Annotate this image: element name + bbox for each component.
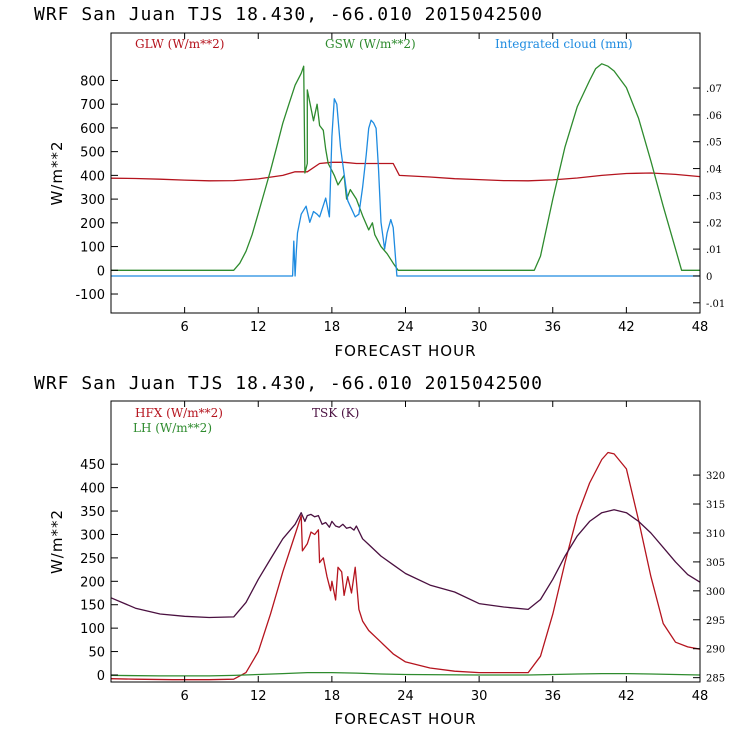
x-tick-label: 18 [324, 320, 341, 335]
y-tick-label: -100 [75, 288, 105, 303]
x-tick-label: 6 [180, 320, 188, 335]
y-tick-label: 250 [80, 552, 105, 567]
y2-tick-label: .02 [706, 218, 722, 229]
y-tick-label: 500 [80, 146, 105, 161]
panel-bottom: WRF San Juan TJS 18.430, -66.010 2015042… [34, 373, 725, 728]
legend-entry: LH (W/m**2) [133, 421, 212, 435]
plot-frame [110, 400, 701, 683]
y2-tick-label: 305 [706, 558, 725, 569]
legend-entry: Integrated cloud (mm) [495, 37, 633, 51]
y-tick-label: 100 [80, 622, 105, 637]
x-tick-label: 48 [692, 320, 709, 335]
y2-tick-label: .03 [706, 191, 722, 202]
x-tick-label: 36 [544, 320, 561, 335]
y-tick-label: 350 [80, 505, 105, 520]
chart-title: WRF San Juan TJS 18.430, -66.010 2015042… [34, 373, 543, 394]
x-tick-label: 12 [250, 320, 267, 335]
legend-entry: GSW (W/m**2) [325, 37, 416, 51]
y-tick-label: 150 [80, 599, 105, 614]
x-tick-label: 30 [471, 689, 488, 704]
y2-tick-label: .01 [706, 245, 722, 256]
y2-tick-label: 315 [706, 500, 725, 511]
y2-tick-label: .07 [706, 84, 722, 95]
y-tick-label: 50 [88, 646, 105, 661]
x-tick-label: 24 [397, 320, 414, 335]
y-tick-label: 400 [80, 169, 105, 184]
y2-tick-label: 285 [706, 674, 725, 685]
y2-tick-label: -.01 [706, 299, 725, 310]
y-tick-label: 100 [80, 241, 105, 256]
y2-tick-label: 300 [706, 587, 725, 598]
x-tick-label: 48 [692, 689, 709, 704]
y2-tick-label: .06 [706, 111, 722, 122]
y2-tick-label: 320 [706, 471, 725, 482]
x-tick-label: 24 [397, 689, 414, 704]
y-tick-label: 0 [97, 669, 105, 684]
panel-top: WRF San Juan TJS 18.430, -66.010 2015042… [34, 4, 725, 360]
legend-entry: TSK (K) [312, 406, 359, 420]
x-axis-label: FORECAST HOUR [334, 710, 476, 728]
y2-tick-label: 0 [706, 272, 712, 283]
y-tick-label: 300 [80, 528, 105, 543]
series-line-tsk-k [110, 509, 701, 619]
x-tick-label: 36 [544, 689, 561, 704]
x-tick-label: 18 [324, 689, 341, 704]
x-tick-label: 42 [618, 689, 635, 704]
y-tick-label: 450 [80, 458, 105, 473]
x-axis-label: FORECAST HOUR [334, 342, 476, 360]
plot-frame [110, 32, 701, 314]
y-axis-label: W/m**2 [48, 140, 66, 205]
y-tick-label: 400 [80, 482, 105, 497]
x-tick-label: 30 [471, 320, 488, 335]
y-axis-label: W/m**2 [48, 509, 66, 574]
y-tick-label: 800 [80, 74, 105, 89]
y-tick-label: 200 [80, 575, 105, 590]
y-tick-label: 600 [80, 122, 105, 137]
y-tick-label: 200 [80, 217, 105, 232]
y-tick-label: 700 [80, 98, 105, 113]
y2-tick-label: 310 [706, 529, 725, 540]
legend-entry: GLW (W/m**2) [135, 37, 224, 51]
series-line-hfx-w-m-2 [110, 451, 701, 681]
legend-entry: HFX (W/m**2) [135, 406, 223, 420]
series-line-glw-w-m-2 [110, 161, 701, 182]
series-line-gsw-w-m-2 [111, 63, 700, 271]
y-tick-label: 300 [80, 193, 105, 208]
series-line-lh-w-m-2 [110, 671, 701, 677]
y2-tick-label: 295 [706, 616, 725, 627]
y2-tick-label: 290 [706, 645, 725, 656]
y2-tick-label: .04 [706, 165, 722, 176]
y2-tick-label: .05 [706, 138, 722, 149]
x-tick-label: 42 [618, 320, 635, 335]
y-tick-label: 0 [97, 264, 105, 279]
series-line-integrated-cloud-mm [111, 98, 700, 277]
x-tick-label: 12 [250, 689, 267, 704]
x-tick-label: 6 [180, 689, 188, 704]
chart-title: WRF San Juan TJS 18.430, -66.010 2015042… [34, 4, 543, 25]
